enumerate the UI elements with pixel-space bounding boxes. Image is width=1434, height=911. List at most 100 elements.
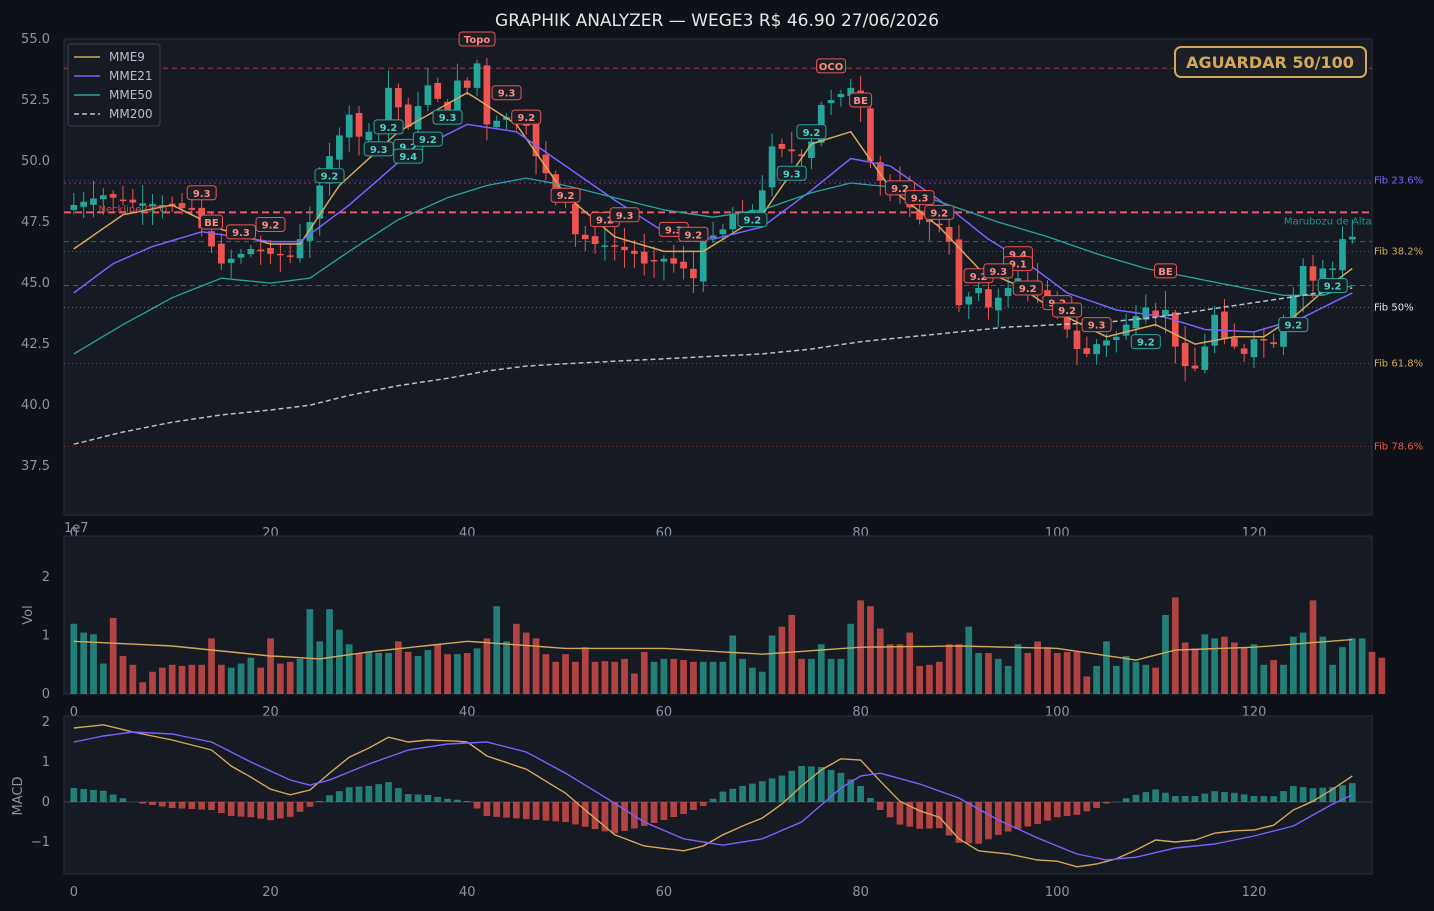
macd-histogram-bar [768,778,776,802]
volume-bar [985,653,992,694]
candle-body [1171,312,1179,347]
candle-body [817,104,825,143]
pattern-label-text: 9.3 [498,89,516,100]
macd-histogram-bar [1073,802,1081,815]
pattern-label-text: 9.3 [911,194,929,205]
macd-line [73,724,1353,868]
candle-body [1181,342,1189,367]
macd-histogram-bar [345,787,353,802]
chart-annotation-note: Neckline OCO [98,204,167,215]
macd-histogram-bar [572,802,579,825]
volume-bar [503,641,510,694]
volume-bar [601,661,609,694]
volume-y-tick-label: 0 [42,687,50,702]
candle-body [444,101,451,113]
volume-bar [70,623,78,694]
volume-bar [1260,664,1268,694]
volume-bar [827,658,835,694]
volume-bar [699,661,707,694]
candle-body [247,248,255,255]
pattern-label-text: 9.3 [232,228,250,239]
candle-body [808,141,815,158]
candle-body [237,253,245,258]
macd-histogram-bar [886,802,894,818]
macd-histogram-bar [857,786,864,802]
macd-histogram-bar [1299,787,1307,802]
volume-bar [1024,653,1032,694]
pattern-label-box [458,31,496,47]
signal-badge-box [1174,46,1367,78]
volume-bar [1309,600,1317,694]
volume-bar [1152,667,1159,694]
volume-bar [119,655,127,694]
legend-label: MME21 [109,69,153,83]
volume-bar [129,664,137,694]
macd-histogram-bar [808,766,815,802]
macd-histogram-bar [404,794,412,802]
pattern-label-text: 9.2 [517,113,535,124]
macd-histogram-bar [90,789,97,802]
macd-histogram-bar [965,802,973,844]
macd-histogram-bar [473,802,481,809]
candle-body [345,114,353,138]
volume-bar [994,658,1002,694]
macd-x-tick-label: 0 [70,885,78,900]
macd-x-tick-label: 120 [1242,885,1267,900]
volume-bar [640,651,648,694]
macd-histogram-bar [198,802,206,810]
macd-histogram-bar [1034,802,1041,824]
candle-body [1348,236,1356,240]
macd-histogram-bar [336,791,343,802]
macd-histogram-bar [178,802,186,809]
candle-body [1299,266,1307,296]
candle-body [975,287,982,294]
macd-histogram-bar [434,796,442,802]
pattern-label-text: 9.2 [1137,338,1155,349]
pattern-label-box [983,263,1014,279]
macd-histogram-bar [945,802,953,836]
macd-histogram-bar [867,798,874,802]
macd-histogram-bar [1044,802,1051,821]
candle-body [699,241,707,282]
pattern-label-text: 9.2 [1284,321,1302,332]
fib-level-label: Fib 61.8% [1374,359,1423,370]
macd-histogram-bar [916,802,923,829]
macd-histogram-bar [542,802,550,821]
candle-body [306,222,314,241]
macd-histogram-bar [709,798,717,802]
ma-line-mm200 [73,287,1353,445]
candle-body [218,243,225,264]
volume-bar [916,665,923,694]
volume-bar [1162,615,1169,694]
signal-badge: AGUARDAR 50/100 [1174,46,1367,78]
macd-histogram-bar [463,801,471,802]
volume-bar [591,661,599,694]
volume-bar [945,644,953,694]
macd-histogram-bar [935,802,943,829]
candle-body [729,214,737,230]
candle-body [876,162,884,181]
macd-histogram-bar [1289,786,1297,802]
legend-box [67,43,161,127]
volume-bar [798,658,805,694]
macd-histogram-bar [739,786,746,802]
macd-histogram-bar [1171,796,1179,802]
macd-histogram-bar [1103,802,1110,804]
candle-body [985,289,992,308]
candle-body [119,199,127,202]
candle-body [768,146,776,188]
volume-bar [168,664,176,694]
volume-bar [1211,638,1218,694]
pattern-label-text: 9.4 [1009,250,1027,261]
pattern-label-box [432,109,463,125]
volume-bar [473,648,481,694]
pattern-label-text: 9.3 [193,189,211,200]
volume-bar [1044,647,1051,694]
pattern-label-text: 9.2 [1019,284,1037,295]
pattern-label-text: 9.2 [380,123,398,134]
candle-body [463,80,471,88]
volume-bar [1368,651,1376,694]
macd-histogram-bar [1142,792,1150,802]
pattern-label-text: 9.2 [1324,282,1342,293]
macd-histogram-bar [1053,802,1061,818]
